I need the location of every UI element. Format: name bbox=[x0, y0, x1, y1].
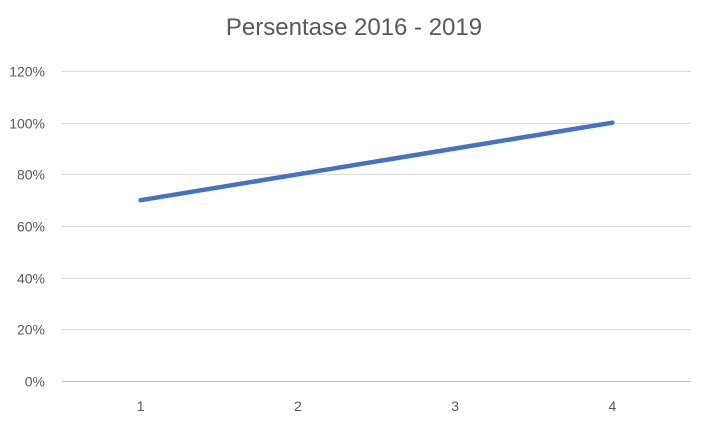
y-tick-label: 60% bbox=[17, 219, 45, 235]
x-tick-label: 3 bbox=[451, 398, 459, 414]
y-tick-label: 80% bbox=[17, 167, 45, 183]
y-tick-label: 0% bbox=[25, 374, 45, 390]
x-tick-label: 2 bbox=[294, 398, 302, 414]
series-line bbox=[138, 120, 615, 203]
y-tick-label: 120% bbox=[9, 64, 45, 80]
y-tick-label: 40% bbox=[17, 271, 45, 287]
x-tick-label: 4 bbox=[608, 398, 616, 414]
x-tick-label: 1 bbox=[137, 398, 145, 414]
y-tick-label: 20% bbox=[17, 322, 45, 338]
y-tick-label: 100% bbox=[9, 116, 45, 132]
chart-title: Persentase 2016 - 2019 bbox=[225, 14, 483, 41]
